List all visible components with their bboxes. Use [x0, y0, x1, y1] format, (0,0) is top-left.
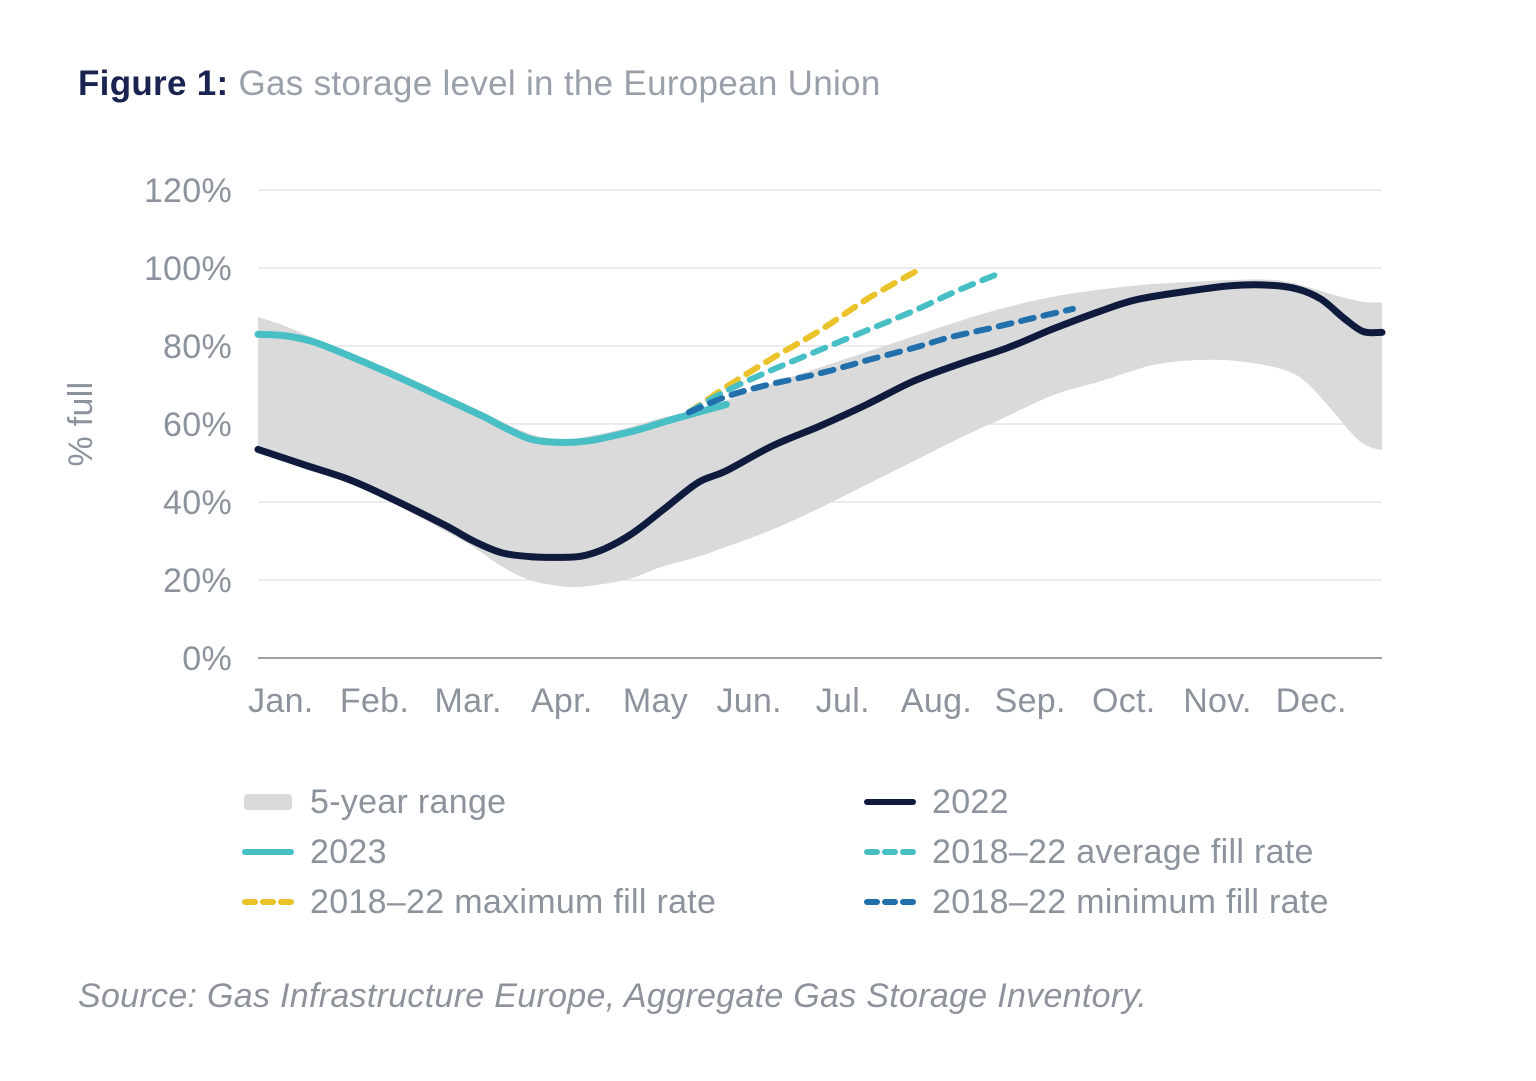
x-tick-label-nov: Nov.	[1183, 682, 1252, 720]
legend-2023: 2023	[242, 827, 716, 877]
line-2022	[254, 281, 1386, 561]
x-tick-label-sep: Sep.	[995, 682, 1066, 720]
y-tick-label-100: 100%	[144, 250, 232, 288]
dashed-line-swatch-icon	[864, 849, 916, 855]
legend-2018-22-average-fill-rate-swatch	[864, 842, 916, 862]
chart-plot: 0% 20% 40% 60% 80% 100% 120% Jan. Feb. Mar. Apr. Ma…	[62, 172, 1386, 720]
x-tick-label-jun: Jun.	[716, 682, 781, 720]
legend-5-year-range-label: 5-year range	[310, 782, 507, 821]
y-tick-label-20: 20%	[163, 562, 232, 600]
x-tick-label-aug: Aug.	[901, 682, 972, 720]
figure-title-text: Gas storage level in the European Union	[238, 64, 881, 103]
band-5-year-range	[258, 279, 1382, 588]
legend-column-right: 2022 2018–22 average fill rate 2018–22 min…	[864, 777, 1329, 927]
legend-2018-22-maximum-fill-rate-label: 2018–22 maximum fill rate	[310, 882, 717, 921]
x-tick-label-mar: Mar.	[435, 682, 502, 720]
legend-column-left: 5-year range 2023 2018–22 maximum fill rat…	[242, 777, 716, 927]
legend-2018-22-maximum-fill-rate: 2018–22 maximum fill rate	[242, 877, 716, 927]
y-tick-label-80: 80%	[163, 328, 232, 366]
x-tick-label-jul: Jul.	[816, 682, 870, 720]
legend-5-year-range: 5-year range	[242, 777, 716, 827]
x-tick-label-apr: Apr.	[531, 682, 593, 720]
y-tick-label-40: 40%	[163, 484, 232, 522]
legend-2018-22-minimum-fill-rate: 2018–22 minimum fill rate	[864, 877, 1329, 927]
legend-2023-label: 2023	[310, 832, 387, 871]
x-tick-label-oct: Oct.	[1092, 682, 1156, 720]
legend-2018-22-maximum-fill-rate-swatch	[242, 892, 294, 912]
legend-5-year-range-swatch	[242, 792, 294, 812]
y-tick-label-60: 60%	[163, 406, 232, 444]
line-2018-22-average-fill-rate	[685, 270, 1001, 416]
dashed-line-swatch-icon	[242, 899, 294, 905]
dashed-line-swatch-icon	[864, 899, 916, 905]
line-2018-22-minimum-fill-rate	[685, 305, 1076, 416]
legend-2018-22-average-fill-rate: 2018–22 average fill rate	[864, 827, 1329, 877]
x-tick-label-may: May	[623, 682, 688, 720]
x-tick-label-jan: Jan.	[248, 682, 313, 720]
y-tick-label-0: 0%	[182, 640, 232, 678]
legend-2022: 2022	[864, 777, 1329, 827]
legend-2018-22-minimum-fill-rate-swatch	[864, 892, 916, 912]
line-2018-22-maximum-fill-rate	[685, 266, 922, 416]
band-swatch-icon	[244, 794, 292, 810]
legend-2023-swatch	[242, 842, 294, 862]
y-axis-title: % full	[62, 382, 100, 467]
x-tick-label-feb: Feb.	[340, 682, 409, 720]
figure-title: Figure 1: Gas storage level in the Europe…	[78, 64, 881, 104]
solid-line-swatch-icon	[864, 799, 916, 805]
line-2023	[254, 330, 730, 446]
legend-2018-22-average-fill-rate-label: 2018–22 average fill rate	[932, 832, 1314, 871]
solid-line-swatch-icon	[242, 849, 294, 855]
y-tick-label-120: 120%	[144, 172, 232, 210]
legend-2022-swatch	[864, 792, 916, 812]
legend-2018-22-minimum-fill-rate-label: 2018–22 minimum fill rate	[932, 882, 1329, 921]
figure-number-label: Figure 1:	[78, 64, 229, 103]
source-note: Source: Gas Infrastructure Europe, Aggre…	[78, 977, 1147, 1015]
legend-2022-label: 2022	[932, 782, 1009, 821]
x-tick-label-dec: Dec.	[1276, 682, 1347, 720]
